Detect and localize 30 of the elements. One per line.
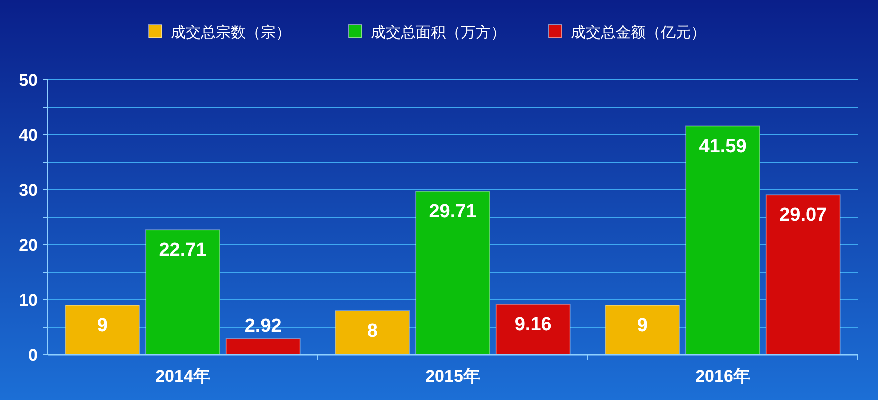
x-tick-label: 2014年 (156, 367, 210, 386)
data-label: 9.16 (514, 314, 552, 336)
bar (766, 194, 841, 356)
y-tick-label: 20 (19, 236, 38, 255)
bar (146, 230, 220, 356)
data-label: 2.92 (244, 316, 282, 337)
data-label: 29.71 (429, 202, 478, 223)
bar (335, 310, 410, 356)
bar (226, 338, 301, 356)
data-label: 9 (637, 316, 648, 336)
bar (416, 191, 490, 356)
y-tick-label: 40 (19, 126, 38, 145)
y-tick-label: 50 (19, 70, 38, 90)
y-tick-label: 10 (19, 290, 38, 310)
data-label: 9 (97, 316, 108, 336)
data-label: 22.71 (159, 240, 208, 262)
data-label: 8 (367, 321, 378, 342)
x-tick-label: 2016年 (696, 367, 750, 386)
bar (496, 304, 571, 356)
bar (605, 305, 680, 356)
legend-label: 成交总金额（亿元） (571, 23, 706, 42)
y-tick-label: 0 (28, 346, 38, 365)
legend-label: 成交总面积（万方） (371, 23, 506, 42)
legend-label: 成交总宗数（宗） (171, 23, 291, 42)
data-label: 29.07 (780, 205, 828, 226)
bar (65, 305, 140, 356)
bar (686, 126, 760, 356)
y-tick-label: 30 (19, 180, 38, 200)
data-label: 41.59 (699, 136, 747, 158)
x-tick-label: 2015年 (426, 367, 480, 386)
